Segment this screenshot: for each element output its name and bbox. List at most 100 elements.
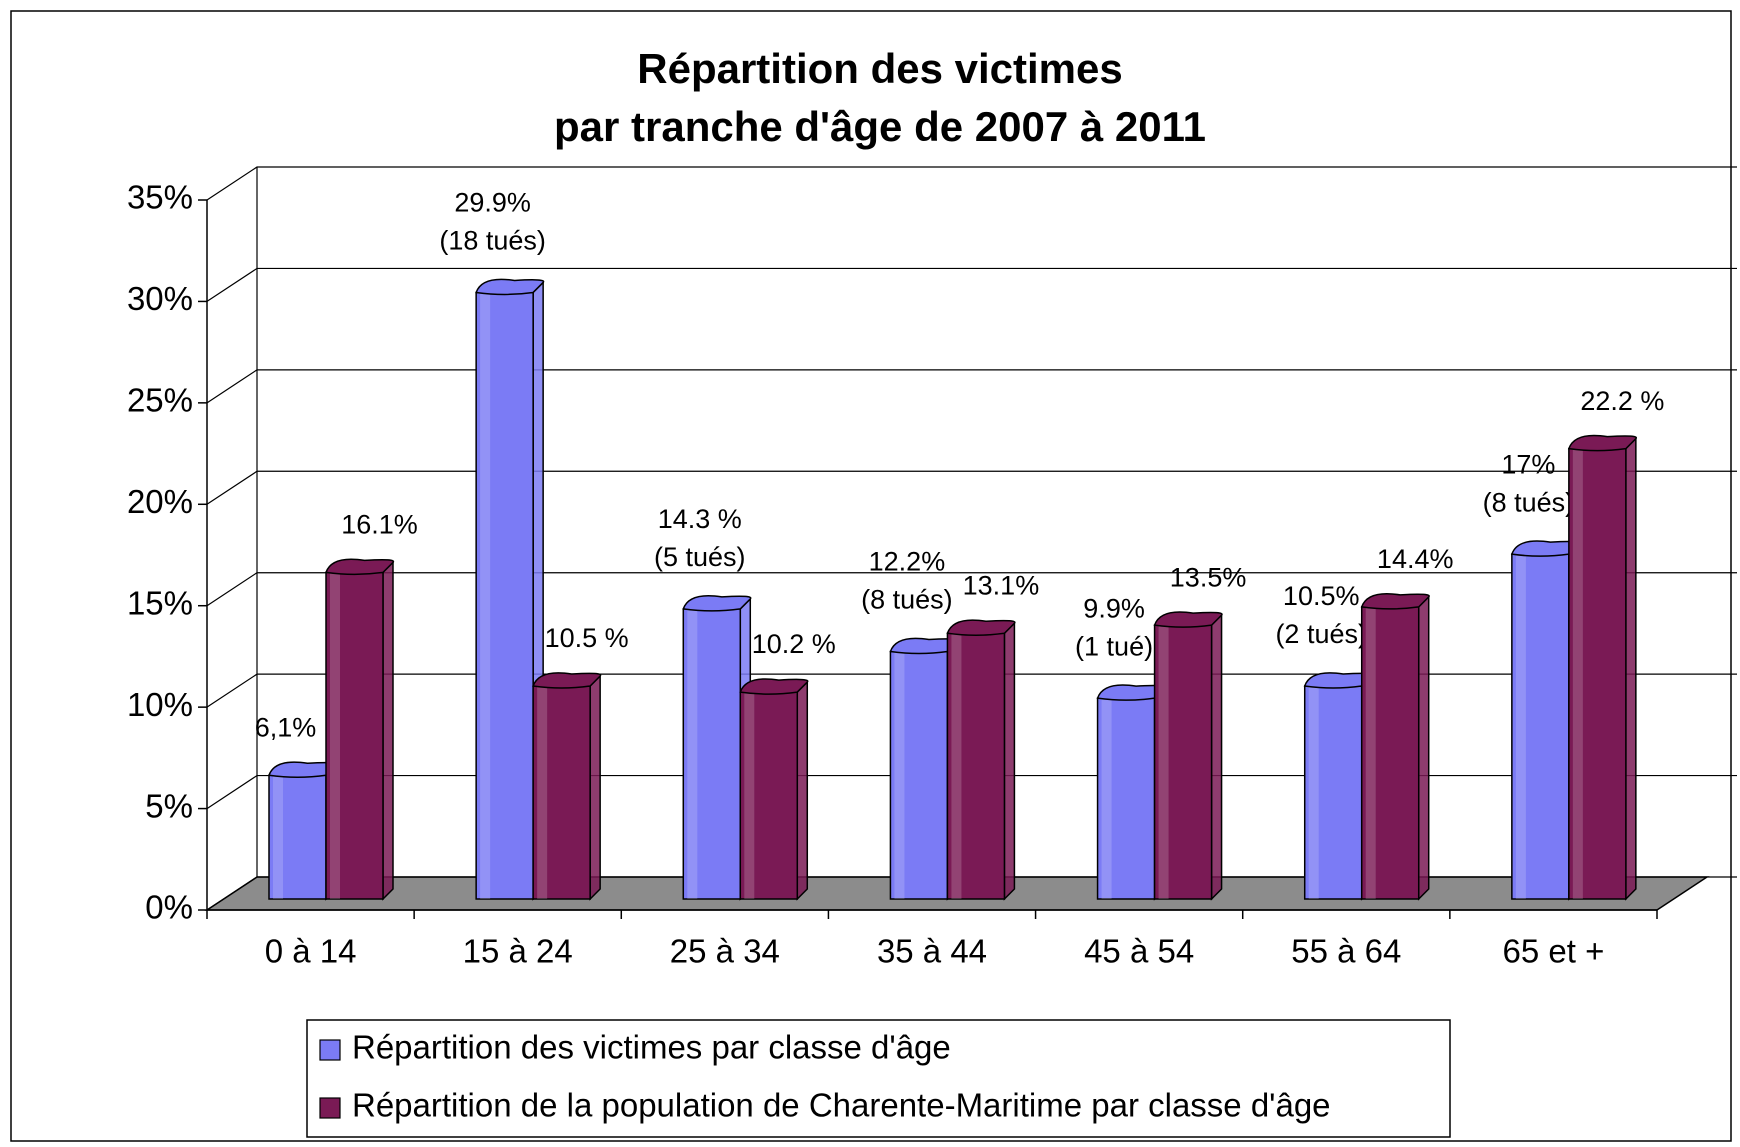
- y-tick-label: 5%: [145, 787, 193, 824]
- grid-line: [206, 369, 1737, 404]
- y-tick-label: 10%: [127, 686, 193, 723]
- data-label: 16.1%: [341, 510, 418, 540]
- bar-part: [268, 774, 327, 900]
- bar-part: [1515, 554, 1526, 899]
- bar-part: [1101, 698, 1112, 899]
- y-tick-label: 15%: [127, 584, 193, 621]
- bar-part: [475, 278, 545, 296]
- bar-part: [951, 633, 962, 899]
- legend-label: Répartition de la population de Charente…: [352, 1087, 1331, 1124]
- bar: [1567, 434, 1638, 901]
- bar-part: [796, 680, 809, 901]
- x-tick-label: 65 et +: [1503, 933, 1605, 970]
- y-tick-label: 35%: [127, 179, 193, 216]
- data-label: 10.5%: [1283, 581, 1360, 611]
- legend: [306, 1019, 1451, 1138]
- data-note: (1 tué): [1075, 631, 1153, 661]
- bar-part: [475, 291, 534, 900]
- bar-part: [682, 595, 752, 612]
- bar-part: [682, 608, 742, 900]
- x-tick-label: 45 à 54: [1084, 933, 1194, 970]
- bar-part: [1153, 611, 1223, 628]
- bar-part: [273, 775, 283, 899]
- data-label: 13.5%: [1170, 562, 1247, 592]
- data-note: (2 tués): [1275, 619, 1367, 649]
- data-label: 6,1%: [255, 712, 317, 742]
- bar-part: [1096, 697, 1156, 900]
- data-label: 10.2 %: [752, 629, 836, 659]
- data-note: (8 tués): [861, 585, 953, 615]
- bar-part: [537, 686, 548, 899]
- data-label: 22.2 %: [1580, 386, 1664, 416]
- bar-part: [1153, 624, 1213, 900]
- bar-part: [1365, 606, 1376, 899]
- bar-part: [739, 678, 809, 695]
- data-label: 10.5 %: [545, 623, 629, 653]
- x-tick-label: 15 à 24: [463, 933, 573, 970]
- grid-line: [206, 267, 1737, 302]
- bar-part: [330, 572, 340, 899]
- bar-part: [946, 632, 1006, 900]
- x-tick-label: 0 à 14: [265, 933, 357, 970]
- x-tick-label: 35 à 44: [877, 933, 987, 970]
- bar-part: [1417, 595, 1430, 901]
- data-label: 14.4%: [1377, 544, 1454, 574]
- legend-label: Répartition des victimes par classe d'âg…: [352, 1029, 951, 1066]
- bar-part: [1567, 434, 1638, 452]
- grid-line: [206, 572, 1737, 607]
- bar-part: [324, 558, 395, 576]
- bar-part: [1158, 625, 1169, 899]
- bar-part: [1308, 686, 1319, 899]
- bar-part: [1003, 621, 1016, 901]
- data-label: 29.9%: [454, 188, 531, 218]
- legend-swatch: [319, 1097, 341, 1119]
- y-tick-label: 30%: [127, 280, 193, 317]
- bar: [532, 672, 602, 901]
- bar-part: [739, 691, 799, 900]
- data-note: (18 tués): [439, 226, 546, 256]
- data-label: 9.9%: [1083, 593, 1145, 623]
- bar-part: [532, 672, 602, 689]
- data-label: 13.1%: [963, 570, 1040, 600]
- bar-part: [1210, 613, 1223, 901]
- chart-title: Répartition des victimes: [637, 45, 1122, 92]
- legend-swatch: [319, 1039, 341, 1061]
- y-tick-label: 0%: [145, 889, 193, 926]
- bar-part: [325, 571, 384, 900]
- bar: [946, 619, 1016, 901]
- bar-part: [532, 685, 591, 900]
- bar-part: [946, 619, 1016, 637]
- bar-part: [1360, 593, 1430, 610]
- data-label: 14.3 %: [658, 504, 742, 534]
- grid-line: [206, 673, 1737, 708]
- bar: [324, 558, 395, 901]
- x-tick-label: 25 à 34: [670, 933, 780, 970]
- x-tick-label: 55 à 64: [1291, 933, 1401, 970]
- chart-frame: [10, 10, 1732, 1142]
- y-tick-label: 25%: [127, 382, 193, 419]
- grid-line: [206, 774, 1737, 810]
- bar-part: [744, 692, 755, 899]
- grid-line: [206, 166, 1737, 201]
- grid-line: [206, 876, 1737, 911]
- bar-part: [1511, 553, 1570, 900]
- bar: [267, 761, 338, 901]
- chart-title: par tranche d'âge de 2007 à 2011: [554, 103, 1206, 150]
- bar-part: [1625, 436, 1637, 901]
- bar-part: [1572, 448, 1583, 899]
- data-note: (8 tués): [1483, 487, 1575, 517]
- bar-part: [382, 560, 394, 901]
- bar: [1360, 593, 1430, 901]
- bar-part: [687, 608, 698, 899]
- bar-part: [894, 651, 905, 899]
- grid-line: [206, 470, 1737, 505]
- data-note: (5 tués): [654, 542, 746, 572]
- bar: [739, 678, 809, 901]
- data-label: 17%: [1501, 449, 1555, 479]
- data-label: 12.2%: [869, 547, 946, 577]
- y-tick-label: 20%: [127, 483, 193, 520]
- bar: [1153, 611, 1223, 901]
- bar-part: [480, 292, 491, 899]
- bar-part: [589, 674, 601, 901]
